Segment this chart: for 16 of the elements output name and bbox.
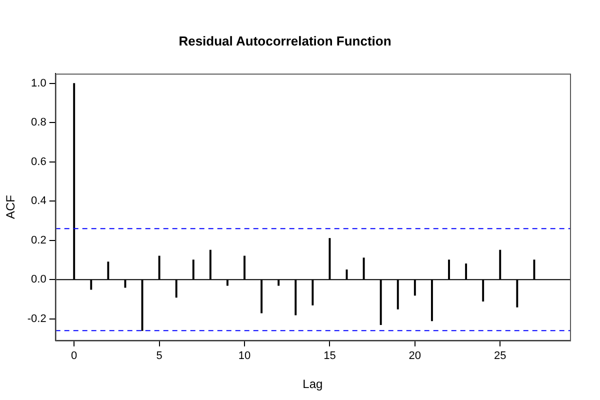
chart-title: Residual Autocorrelation Function: [178, 33, 392, 48]
x-tick-label: 15: [324, 350, 336, 362]
x-tick-label: 20: [408, 350, 422, 362]
y-tick-label: 0.2: [31, 234, 46, 246]
y-tick-label: 0.0: [31, 274, 46, 286]
y-tick-label: 0.6: [31, 156, 46, 168]
y-tick-label: -0.2: [27, 312, 46, 325]
y-tick-label: 0.8: [31, 116, 46, 129]
x-tick-label: 10: [238, 350, 251, 362]
x-tick-label: 0: [71, 350, 78, 362]
x-axis-title: Lag: [302, 377, 323, 392]
y-axis-title: ACF: [4, 195, 18, 219]
y-tick-label: 0.4: [31, 195, 46, 208]
y-tick-label: 1.0: [31, 77, 46, 90]
x-tick-label: 5: [156, 350, 162, 362]
x-tick-label: 25: [494, 350, 506, 362]
